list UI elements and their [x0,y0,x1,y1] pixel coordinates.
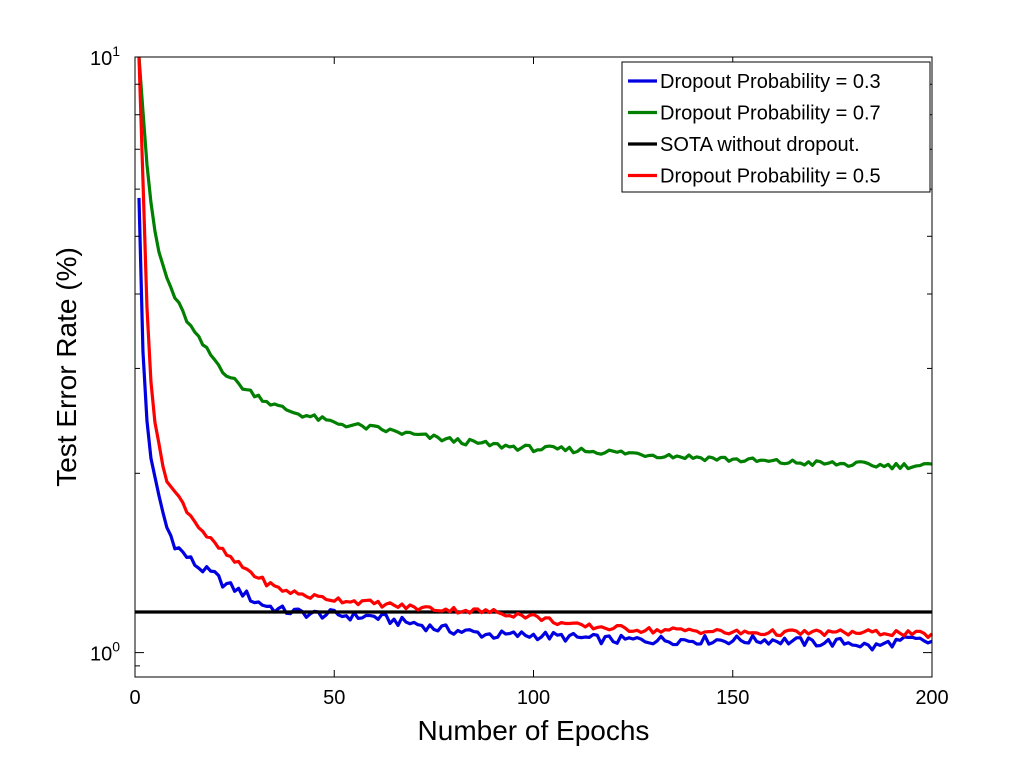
legend: Dropout Probability = 0.3 Dropout Probabi… [621,61,931,193]
legend-label: Dropout Probability = 0.7 [660,103,881,125]
x-tick-label: 0 [129,687,140,709]
legend-label: SOTA without dropout. [660,134,860,156]
series-line [137,56,934,639]
series-line [137,197,933,652]
axis-ticks: 0 50 100 150 200 100 101 [90,43,949,709]
legend-label: Dropout Probability = 0.3 [660,71,881,93]
x-axis-label: Number of Epochs [418,715,650,746]
series-layer [135,56,934,652]
y-tick-label: 100 [90,639,120,666]
series-line [137,56,933,471]
x-tick-label: 50 [323,687,345,709]
legend-label: Dropout Probability = 0.5 [660,166,881,188]
legend-box [621,61,931,193]
x-tick-label: 200 [915,687,948,709]
x-tick-label: 150 [716,687,749,709]
y-axis-label: Test Error Rate (%) [51,247,82,487]
x-tick-label: 100 [517,687,550,709]
y-tick-label: 101 [90,43,120,70]
